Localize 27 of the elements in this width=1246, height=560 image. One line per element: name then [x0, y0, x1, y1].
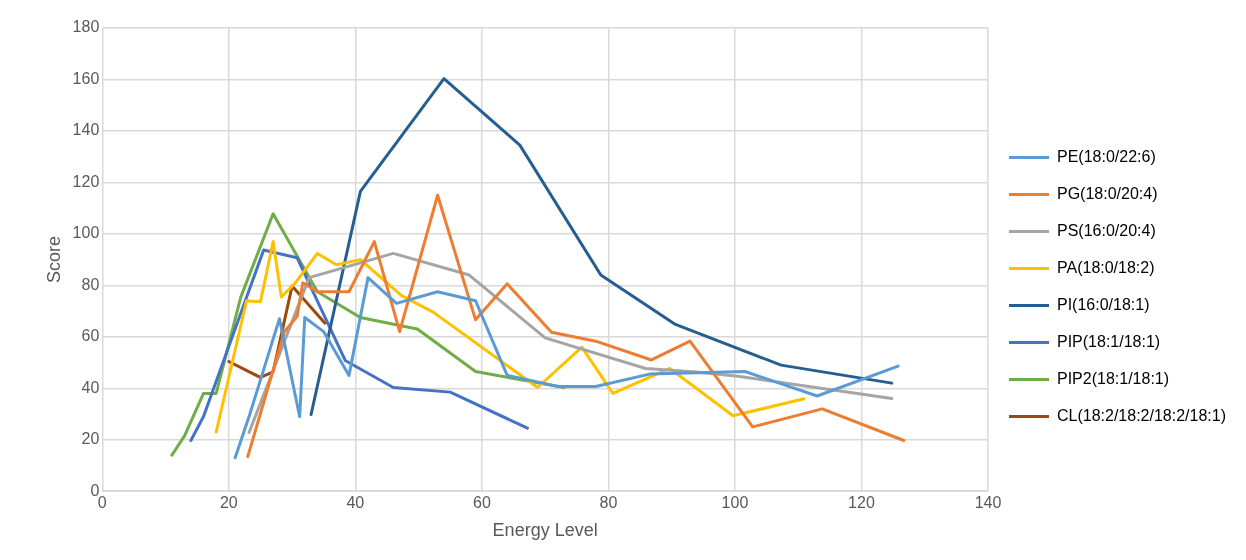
x-tick-label: 40	[346, 494, 365, 512]
x-tick-label: 20	[219, 494, 238, 512]
legend-label: PIP(18:1/18:1)	[1056, 332, 1161, 350]
y-tick-label: 160	[72, 69, 100, 87]
legend-label: PS(16:0/20:4)	[1056, 221, 1156, 239]
legend-label: PI(16:0/18:1)	[1056, 295, 1150, 313]
y-tick-label: 40	[81, 378, 100, 396]
y-tick-label: 100	[72, 224, 100, 242]
legend-label: PIP2(18:1/18:1)	[1056, 369, 1170, 387]
legend-label: PA(18:0/18:2)	[1056, 258, 1155, 276]
y-tick-label: 20	[81, 430, 100, 448]
x-tick-label: 80	[599, 494, 618, 512]
x-tick-label: 140	[974, 494, 1002, 512]
x-tick-label: 60	[472, 494, 491, 512]
x-tick-label: 120	[848, 494, 875, 512]
y-axis-title: Score	[43, 236, 64, 284]
y-tick-label: 0	[90, 481, 100, 499]
y-tick-label: 60	[81, 327, 100, 345]
legend-label: PG(18:0/20:4)	[1056, 184, 1158, 202]
legend-label: CL(18:2/18:2/18:2/18:1)	[1056, 406, 1227, 424]
x-tick-label: 100	[721, 494, 749, 512]
y-tick-label: 180	[72, 18, 100, 36]
y-tick-label: 120	[72, 172, 100, 190]
y-tick-label: 140	[72, 121, 100, 139]
legend-label: PE(18:0/22:6)	[1056, 147, 1156, 165]
x-axis-title: Energy Level	[492, 520, 598, 541]
y-tick-label: 80	[81, 275, 100, 293]
